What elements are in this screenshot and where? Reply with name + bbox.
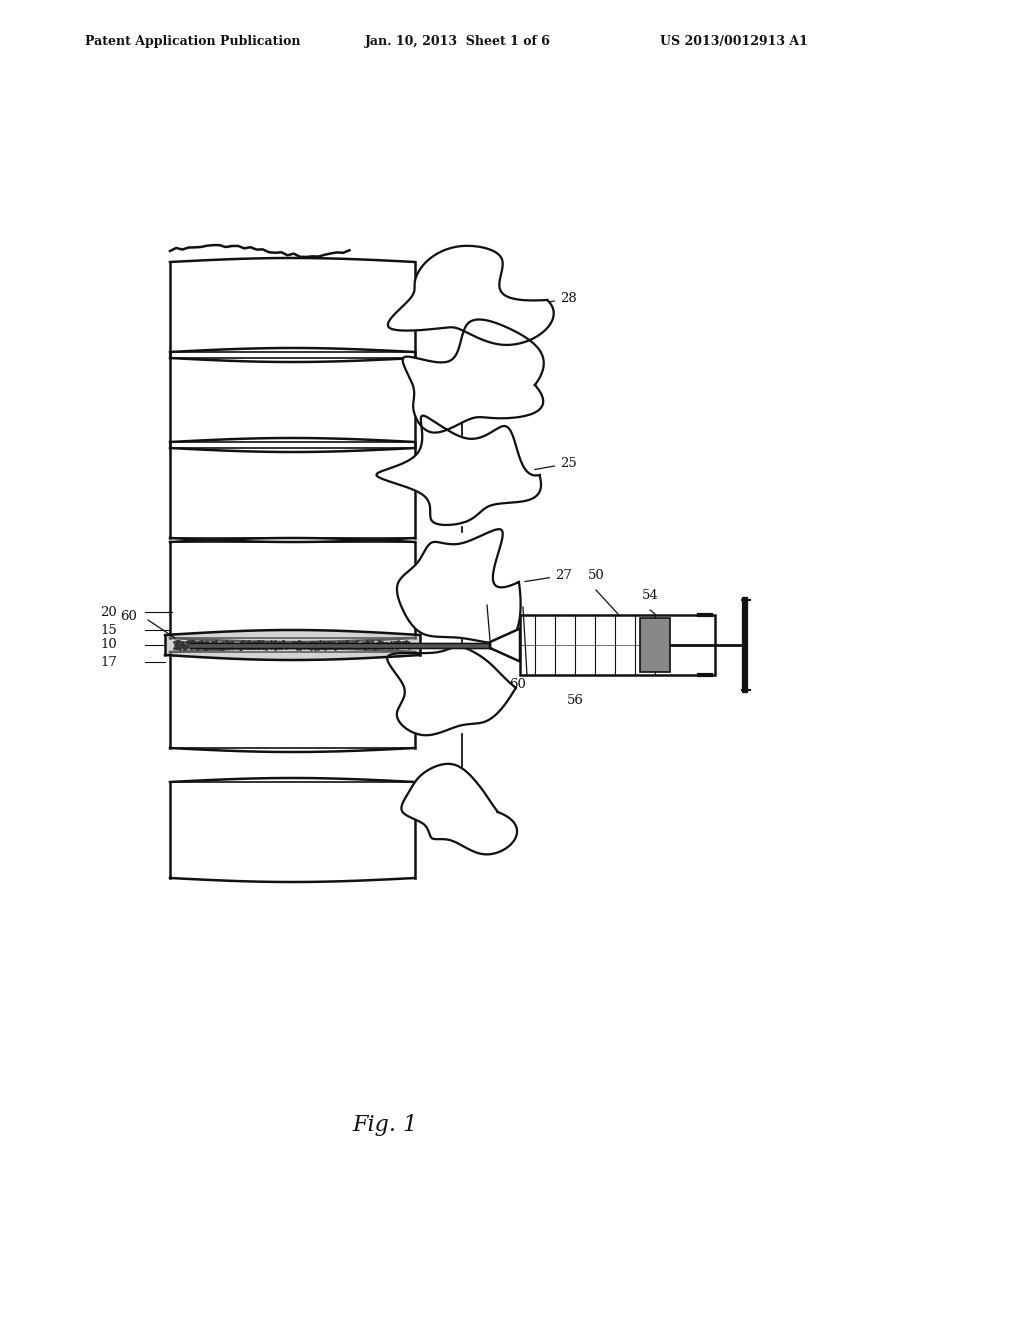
Text: 15: 15 (100, 623, 117, 636)
Polygon shape (387, 647, 516, 735)
Text: Patent Application Publication: Patent Application Publication (85, 36, 300, 48)
FancyBboxPatch shape (640, 618, 670, 672)
Text: 54: 54 (642, 589, 658, 602)
Polygon shape (397, 529, 520, 643)
Text: Fig. 1: Fig. 1 (352, 1114, 418, 1137)
Text: 28: 28 (535, 292, 577, 305)
Text: Jan. 10, 2013  Sheet 1 of 6: Jan. 10, 2013 Sheet 1 of 6 (365, 36, 551, 48)
FancyBboxPatch shape (520, 615, 715, 675)
Text: 56: 56 (566, 693, 584, 706)
Polygon shape (377, 416, 541, 525)
Text: 17: 17 (100, 656, 117, 668)
Polygon shape (490, 628, 520, 661)
Text: 27: 27 (524, 569, 571, 582)
Text: 20: 20 (100, 606, 117, 619)
Text: 60: 60 (510, 677, 526, 690)
Polygon shape (402, 319, 544, 433)
Text: 25: 25 (535, 457, 577, 470)
Text: US 2013/0012913 A1: US 2013/0012913 A1 (660, 36, 808, 48)
Text: 50: 50 (588, 569, 604, 582)
Polygon shape (388, 246, 554, 345)
Polygon shape (401, 764, 517, 854)
Text: 52: 52 (474, 591, 490, 605)
Text: 10: 10 (100, 639, 117, 652)
Text: 60: 60 (120, 610, 137, 623)
